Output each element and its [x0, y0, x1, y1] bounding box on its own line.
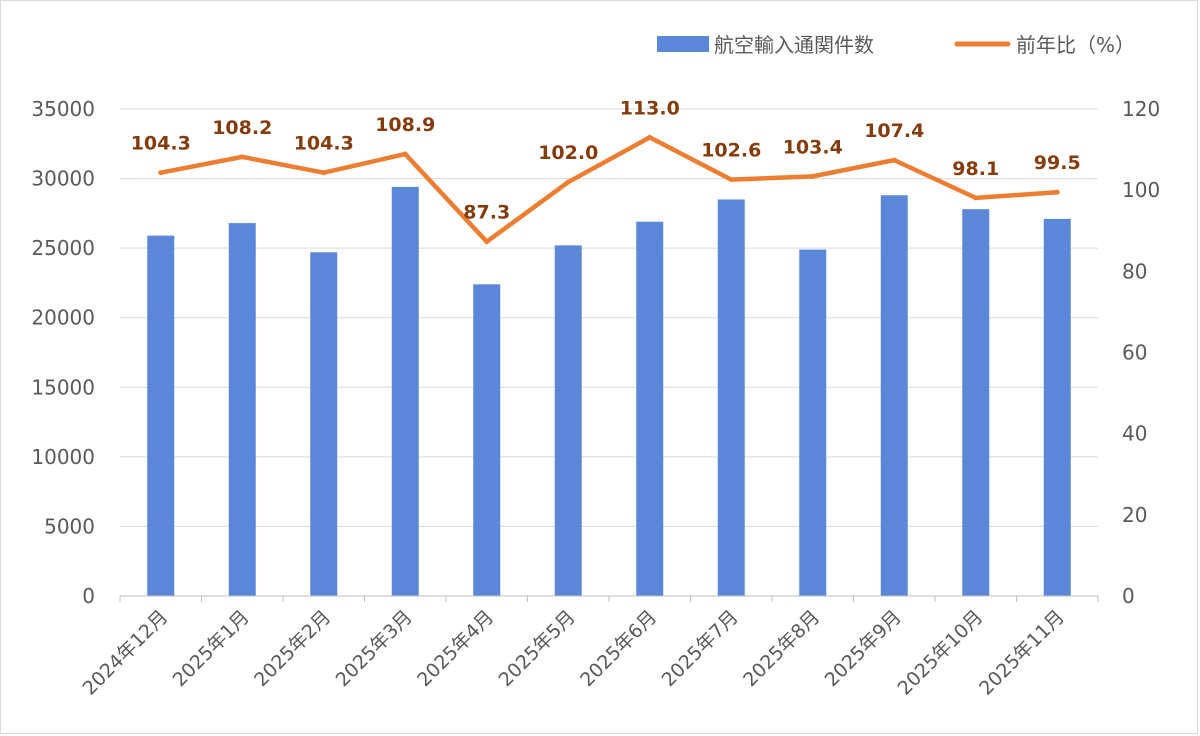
line-data-label: 98.1: [952, 158, 999, 180]
line-data-label: 87.3: [463, 202, 510, 224]
legend-label-bar: 航空輸入通関件数: [714, 33, 874, 57]
x-tick-label: 2025年2月: [250, 606, 335, 691]
x-tick-label: 2025年11月: [975, 606, 1069, 700]
left-tick-label: 35000: [31, 97, 95, 121]
line-data-label: 103.4: [783, 136, 843, 158]
x-tick-label: 2025年7月: [658, 606, 743, 691]
bar: [799, 249, 827, 596]
line-data-label: 99.5: [1034, 152, 1081, 174]
left-tick-label: 25000: [31, 236, 95, 260]
line-data-label: 113.0: [620, 97, 680, 119]
line-point: [321, 170, 327, 176]
bar: [473, 284, 501, 596]
x-axis: 2024年12月2025年1月2025年2月2025年3月2025年4月2025…: [79, 595, 1099, 700]
legend-swatch-bar: [657, 36, 709, 52]
x-tick-label: 2025年8月: [739, 606, 824, 691]
line-point: [810, 173, 816, 179]
bar: [554, 245, 582, 597]
line-point: [728, 177, 734, 183]
bar: [636, 221, 664, 596]
x-tick-label: 2025年10月: [894, 606, 988, 700]
line-point: [565, 179, 571, 185]
line-point: [891, 157, 897, 163]
right-tick-label: 100: [1122, 178, 1160, 202]
legend-label-line: 前年比（%）: [1016, 33, 1135, 57]
left-axis: 0 5000 10000 15000 20000 25000 30000 35000: [31, 97, 95, 608]
left-tick-label: 30000: [31, 167, 95, 191]
left-tick-label: 15000: [31, 375, 95, 399]
line-point: [239, 154, 245, 160]
right-tick-label: 60: [1122, 341, 1147, 365]
line-point: [647, 134, 653, 140]
line-point: [973, 195, 979, 201]
right-tick-label: 20: [1122, 503, 1147, 527]
x-tick-label: 2024年12月: [79, 606, 173, 700]
x-tick-label: 2025年6月: [576, 606, 661, 691]
legend: 航空輸入通関件数 前年比（%）: [657, 33, 1135, 57]
x-tick-label: 2025年3月: [332, 606, 417, 691]
bar: [228, 223, 256, 596]
left-tick-label: 0: [82, 584, 95, 608]
line-data-label: 108.2: [212, 117, 272, 139]
line-point: [402, 151, 408, 157]
bar: [310, 252, 338, 596]
gridlines: [120, 108, 1098, 597]
x-tick-label: 2025年5月: [495, 606, 580, 691]
right-tick-label: 40: [1122, 422, 1147, 446]
line-data-label: 104.3: [131, 133, 191, 155]
bar: [962, 209, 990, 596]
line-data-label: 108.9: [375, 114, 435, 136]
bar: [391, 186, 419, 597]
left-tick-label: 20000: [31, 306, 95, 330]
bar: [147, 235, 175, 596]
bar: [880, 195, 908, 597]
bar-series: [147, 186, 1071, 597]
left-tick-label: 10000: [31, 445, 95, 469]
bar: [717, 199, 745, 596]
data-labels: 104.3 108.2 104.3 108.9 87.3 102.0 113.0 102.6 1…: [131, 97, 1081, 223]
line-data-label: 104.3: [294, 133, 354, 155]
x-tick-label: 2025年9月: [821, 606, 906, 691]
right-tick-label: 0: [1122, 584, 1135, 608]
x-tick-label: 2025年1月: [169, 606, 254, 691]
line-data-label: 107.4: [864, 120, 924, 142]
line-data-label: 102.6: [701, 140, 761, 162]
left-tick-label: 5000: [44, 514, 95, 538]
right-tick-label: 120: [1122, 97, 1160, 121]
line-point: [1054, 189, 1060, 195]
line-point: [158, 170, 164, 176]
right-axis: 0 20 40 60 80 100 120: [1122, 97, 1160, 608]
line-series: [158, 134, 1060, 245]
bar: [1043, 218, 1071, 596]
line-path: [158, 135, 1060, 244]
line-data-label: 102.0: [538, 142, 598, 164]
line-point: [484, 239, 490, 245]
x-tick-label: 2025年4月: [413, 606, 498, 691]
right-tick-label: 80: [1122, 259, 1147, 283]
